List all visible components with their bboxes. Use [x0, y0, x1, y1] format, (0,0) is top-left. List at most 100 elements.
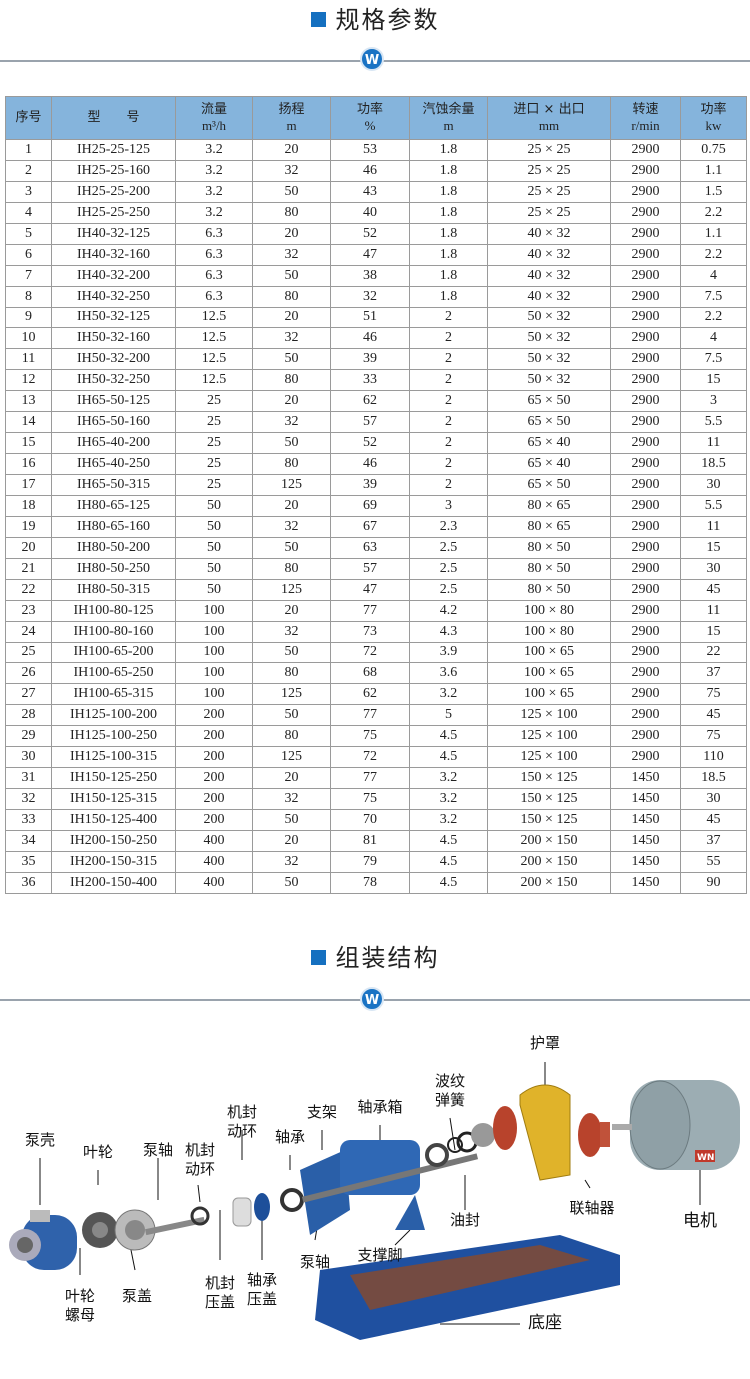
- table-cell: 200: [175, 809, 253, 831]
- table-cell: 33: [5, 809, 52, 831]
- table-cell: 2: [409, 453, 488, 475]
- table-cell: 1.8: [409, 139, 488, 161]
- table-cell: 4.3: [409, 620, 488, 643]
- table-cell: 47: [330, 243, 410, 266]
- table-cell: 10: [5, 327, 52, 350]
- table-cell: 2900: [610, 348, 681, 371]
- table-cell: 3.2: [409, 788, 488, 810]
- table-row: 2 IH25-25-160 3.2 32 46 1.8 25 × 25 2900 1.1: [5, 159, 747, 182]
- table-cell: 1.8: [409, 264, 488, 287]
- table-cell: 3.2: [175, 159, 253, 182]
- header-label: 功率: [356, 102, 383, 117]
- table-cell: 20: [252, 599, 331, 622]
- table-cell: IH80-65-160: [51, 515, 176, 538]
- table-cell: IH40-32-125: [51, 222, 176, 245]
- table-cell: 50: [175, 578, 253, 601]
- table-cell: 77: [330, 704, 410, 727]
- table-cell: 125 × 100: [487, 746, 611, 769]
- table-cell: 80 × 65: [487, 515, 611, 538]
- table-cell: 30: [680, 474, 747, 496]
- table-cell: 2900: [610, 201, 681, 224]
- table-row: 27 IH100-65-315 100 125 62 3.2 100 × 65 2900 75: [5, 683, 747, 706]
- table-cell: 32: [252, 327, 331, 350]
- table-row: 19 IH80-65-160 50 32 67 2.3 80 × 65 2900 11: [5, 515, 747, 538]
- table-cell: 25: [5, 641, 52, 664]
- assembly-section-title: 组装结构: [0, 938, 750, 973]
- table-cell: 1.8: [409, 201, 488, 224]
- table-row: 29 IH125-100-250 200 80 75 4.5 125 × 100 2900 75: [5, 725, 747, 748]
- table-cell: 100 × 80: [487, 620, 611, 643]
- label-wave-spring: 波纹 弹簧: [434, 1072, 465, 1109]
- table-cell: 11: [680, 432, 747, 455]
- table-cell: 50: [175, 536, 253, 559]
- table-cell: 20: [252, 306, 331, 329]
- label-coupling: 联轴器: [569, 1199, 615, 1217]
- table-cell: 11: [680, 599, 747, 622]
- table-cell: 100: [175, 599, 253, 622]
- table-cell: 2.3: [409, 515, 488, 538]
- table-cell: 30: [680, 788, 747, 810]
- table-row: 30 IH125-100-315 200 125 72 4.5 125 × 100 2900 1…: [5, 746, 747, 769]
- table-cell: 25: [175, 411, 253, 434]
- table-row: 31 IH150-125-250 200 20 77 3.2 150 × 125 1450 18…: [5, 767, 747, 790]
- table-cell: 2900: [610, 139, 681, 161]
- table-cell: 52: [330, 222, 410, 245]
- table-cell: 2900: [610, 620, 681, 643]
- table-cell: 1.8: [409, 222, 488, 245]
- table-row: 9 IH50-32-125 12.5 20 51 2 50 × 32 2900 2.2: [5, 306, 747, 329]
- table-cell: 50: [175, 515, 253, 538]
- table-cell: 23: [5, 599, 52, 622]
- table-cell: 2.2: [680, 201, 747, 224]
- table-cell: 2900: [610, 536, 681, 559]
- w-logo-icon: W: [360, 987, 384, 1011]
- table-cell: 4.5: [409, 829, 488, 852]
- table-cell: 1.8: [409, 243, 488, 266]
- table-cell: 2900: [610, 264, 681, 287]
- motor: WN: [612, 1080, 740, 1170]
- table-cell: 3: [5, 180, 52, 203]
- table-cell: 1.8: [409, 285, 488, 308]
- table-cell: 2: [409, 327, 488, 350]
- table-cell: 3: [409, 494, 488, 517]
- table-cell: IH100-80-160: [51, 620, 176, 643]
- table-cell: 38: [330, 264, 410, 287]
- table-cell: 25: [175, 453, 253, 475]
- table-cell: 5.5: [680, 411, 747, 434]
- table-cell: 63: [330, 536, 410, 559]
- table-row: 8 IH40-32-250 6.3 80 32 1.8 40 × 32 2900 7.5: [5, 285, 747, 308]
- table-cell: 32: [330, 285, 410, 308]
- table-row: 15 IH65-40-200 25 50 52 2 65 × 40 2900 11: [5, 432, 747, 455]
- table-cell: IH65-50-160: [51, 411, 176, 434]
- table-cell: 80 × 50: [487, 557, 611, 580]
- table-cell: 400: [175, 829, 253, 852]
- table-cell: 70: [330, 809, 410, 831]
- table-cell: 50: [252, 809, 331, 831]
- table-cell: 125: [252, 746, 331, 769]
- table-cell: 7.5: [680, 348, 747, 371]
- table-cell: 40: [330, 201, 410, 224]
- table-cell: 65 × 50: [487, 411, 611, 434]
- table-cell: 50 × 32: [487, 327, 611, 350]
- column-header: 功率%: [330, 96, 410, 140]
- header-label: 功率: [700, 102, 727, 117]
- table-cell: 75: [330, 725, 410, 748]
- table-cell: 28: [5, 704, 52, 727]
- table-cell: 32: [252, 411, 331, 434]
- table-row: 23 IH100-80-125 100 20 77 4.2 100 × 80 2900 11: [5, 599, 747, 622]
- table-cell: 2900: [610, 704, 681, 727]
- table-cell: 65 × 40: [487, 453, 611, 475]
- table-row: 35 IH200-150-315 400 32 79 4.5 200 × 150 1450 55: [5, 850, 747, 873]
- table-cell: 4: [680, 327, 747, 350]
- table-cell: 37: [680, 662, 747, 685]
- table-cell: 80 × 65: [487, 494, 611, 517]
- table-cell: 3.9: [409, 641, 488, 664]
- table-cell: 68: [330, 662, 410, 685]
- table-cell: 50: [252, 180, 331, 203]
- table-cell: 39: [330, 348, 410, 371]
- table-cell: 3.2: [409, 767, 488, 790]
- table-cell: 6.3: [175, 264, 253, 287]
- table-cell: 17: [5, 474, 52, 496]
- table-row: 5 IH40-32-125 6.3 20 52 1.8 40 × 32 2900 1.1: [5, 222, 747, 245]
- table-cell: 1.1: [680, 159, 747, 182]
- label-bearing: 轴承: [274, 1128, 305, 1146]
